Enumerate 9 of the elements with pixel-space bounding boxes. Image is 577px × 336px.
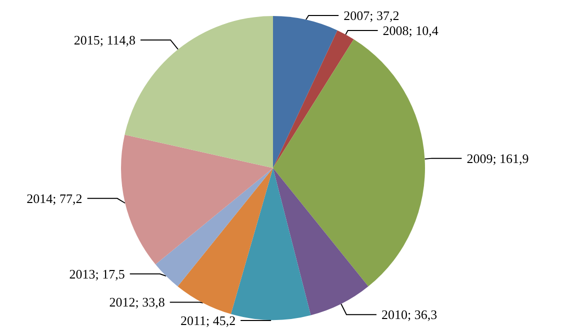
slice-label: 2007; 37,2 bbox=[344, 8, 400, 23]
slice-label: 2012; 33,8 bbox=[109, 294, 165, 310]
slice-label: 2015; 114,8 bbox=[74, 32, 136, 48]
slice-label: 2009; 161,9 bbox=[466, 150, 529, 166]
slice-label: 2014; 77,2 bbox=[26, 190, 82, 206]
slice-label: 2011; 45,2 bbox=[180, 313, 236, 328]
slice-label: 2010; 36,3 bbox=[381, 307, 438, 322]
slice-label: 2008; 10,4 bbox=[382, 23, 439, 38]
slice-label: 2013; 17,5 bbox=[69, 266, 125, 282]
